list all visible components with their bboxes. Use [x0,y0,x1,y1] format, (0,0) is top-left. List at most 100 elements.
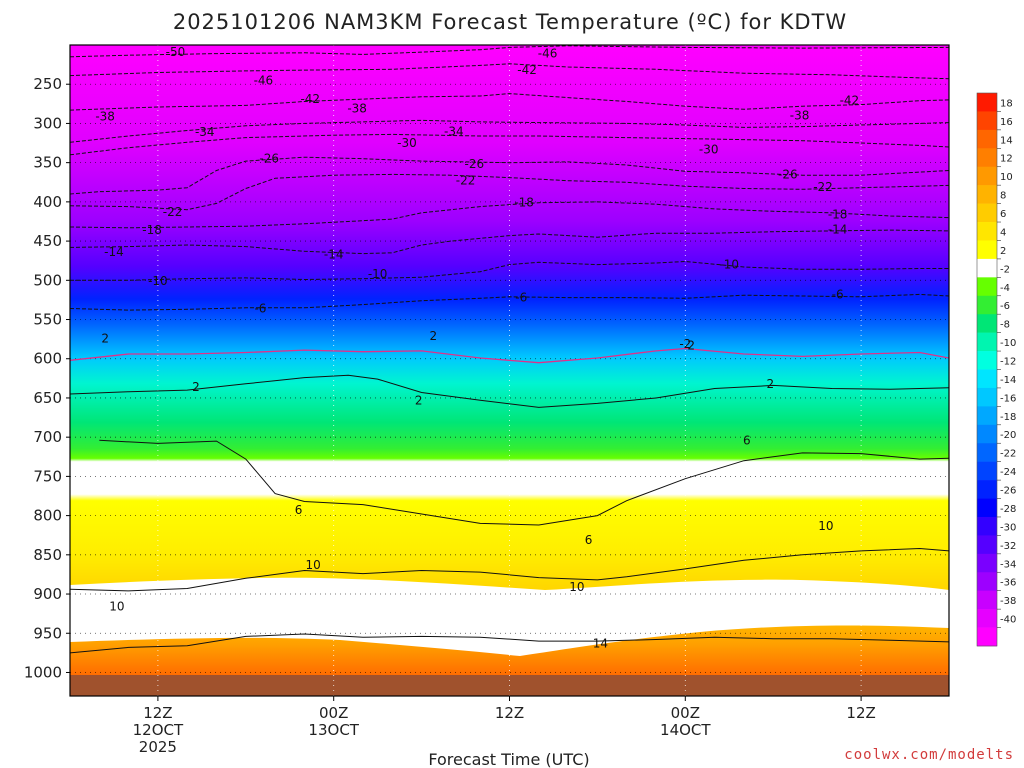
y-tick-label: 900 [33,585,62,603]
colorbar-label: -6 [1000,301,1010,312]
contour-label: 2 [415,393,423,407]
colorbar-swatch [977,314,997,333]
colorbar-swatch [977,240,997,260]
contour-line [70,229,949,255]
colorbar: 18 16 14 12 10 8 6 4 2 -2 -4 -6 -8 -10 -12 -14 -16 -18 -20… [976,92,1016,647]
contour-label: 2 [766,377,774,391]
contour-label: 10 [818,519,833,533]
colorbar-label: -38 [1000,596,1016,607]
colorbar-label: 8 [1000,191,1006,202]
contour-line [70,547,949,592]
colorbar-swatch [977,590,997,610]
colorbar-swatch [977,461,997,481]
contour-line [70,173,949,211]
contour-label: -42 [300,92,320,106]
colorbar-label: -2 [1000,264,1010,275]
colorbar-label: 4 [1000,227,1006,238]
colorbar-label: 6 [1000,209,1006,220]
y-tick-label: 500 [33,271,62,289]
colorbar-swatch [977,148,997,168]
contour-label: -38 [95,109,115,123]
colorbar-swatch [977,351,997,370]
y-axis: 250 300 350 400 450 500 550 600 650 700 750 800 850 9… [24,75,70,681]
colorbar-swatch [977,166,997,186]
y-tick-label: 250 [33,75,62,93]
colorbar-swatch [977,572,997,591]
contour-label: -18 [142,223,162,237]
contour-label: -42 [517,63,537,77]
colorbar-label: -26 [1000,486,1016,497]
colorbar-swatch [977,111,997,131]
contour-label: 2 [687,338,695,352]
contour-label: -14 [324,247,344,261]
colorbar-label: -8 [1000,320,1010,331]
x-tick-label: 2025 [139,738,177,756]
x-tick-label: 14OCT [660,721,711,739]
contour-label: 6 [585,533,593,547]
colorbar-label: -40 [1000,615,1016,626]
contour-label: -38 [790,109,810,123]
y-tick-label: 700 [33,428,62,446]
grid [70,45,949,696]
colorbar-swatch [977,387,997,407]
contour-line [70,133,949,156]
contour-line [70,119,949,143]
contour-label: 6 [743,433,751,447]
contour-label: -6 [254,302,266,316]
contour-label: 2 [192,380,200,394]
colorbar-label: -24 [1000,467,1016,478]
colorbar-label: -22 [1000,449,1016,460]
colorbar-label: -10 [1000,338,1016,349]
contour-label: -38 [347,102,367,116]
x-tick-label: 12Z [143,704,172,722]
contour-label: -22 [163,205,183,219]
contour-line [70,156,949,195]
colorbar-label: 10 [1000,172,1013,183]
colorbar-label: -20 [1000,430,1016,441]
colorbar-swatch [977,277,997,297]
contour-label: -26 [465,157,485,171]
y-tick-label: 950 [33,624,62,642]
contour-label: -18 [514,196,534,210]
colorbar-swatch [977,129,997,149]
contour-label: -6 [832,287,844,301]
colorbar-label: -28 [1000,504,1016,515]
contour-label: -26 [259,152,279,166]
x-axis-label: Forecast Time (UTC) [428,750,589,768]
colorbar-swatch [977,480,997,499]
contour-label: 10 [569,580,584,594]
colorbar-swatch [977,406,997,426]
colorbar-swatch [977,185,997,204]
contour-line [70,63,949,80]
colorbar-label: -12 [1000,357,1016,368]
colorbar-label: -14 [1000,375,1016,386]
colorbar-swatch [977,295,997,315]
contour-line [70,633,949,654]
y-tick-label: 800 [33,507,62,525]
colorbar-swatch [977,369,997,389]
contour-label: -30 [699,142,719,156]
colorbar-swatch [977,222,997,241]
chart-title: 2025101206 NAM3KM Forecast Temperature (… [173,10,847,34]
contour-label: -14 [104,245,124,259]
contours [70,45,949,654]
colorbar-swatch [977,93,997,112]
contour-line [70,45,949,58]
contour-label: -6 [515,291,527,305]
contour-label: -2 [679,337,691,351]
x-tick-label: 12OCT [133,721,184,739]
colorbar-label: -16 [1000,393,1016,404]
y-tick-label: 550 [33,311,62,329]
contour-label: -46 [538,47,558,61]
colorbar-label: -4 [1000,283,1010,294]
colorbar-label: -30 [1000,522,1016,533]
colorbar-swatch [977,443,997,462]
colorbar-swatch [977,516,997,536]
y-tick-label: 850 [33,546,62,564]
colorbar-label: -34 [1000,559,1016,570]
x-tick-label: 00Z [671,704,700,722]
colorbar-label: -18 [1000,412,1016,423]
contour-label: -26 [778,167,798,181]
y-tick-label: 400 [33,193,62,211]
